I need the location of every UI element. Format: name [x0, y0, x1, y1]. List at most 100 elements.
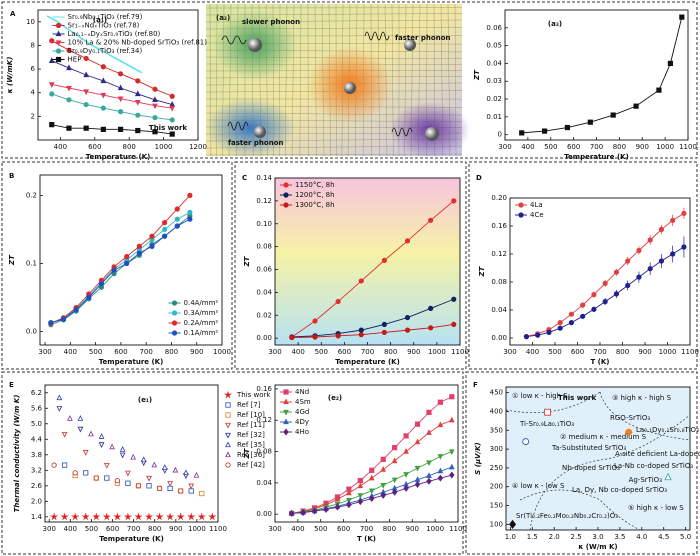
panel-frame	[1, 371, 464, 555]
data-point	[136, 243, 142, 249]
y-tick-label: 8	[31, 41, 35, 49]
atom	[248, 38, 262, 52]
data-point	[123, 512, 133, 521]
y-tick-label: 0.08	[256, 243, 272, 251]
x-tick-label: 3.5	[614, 533, 625, 541]
series-line	[51, 40, 173, 97]
data-point	[451, 296, 457, 302]
x-tick-label: 1000	[656, 143, 674, 151]
data-point	[62, 462, 68, 468]
data-point	[98, 442, 105, 448]
data-point	[509, 519, 517, 529]
data-point	[117, 126, 124, 132]
data-point	[414, 421, 421, 427]
data-point	[144, 512, 154, 521]
data-point	[134, 100, 141, 106]
plot-frame	[44, 384, 219, 523]
y-tick-label: 0.16	[491, 222, 507, 230]
x-tick-label: 600	[571, 348, 584, 356]
data-point	[289, 334, 295, 341]
data-point	[610, 112, 616, 118]
data-point	[61, 431, 68, 438]
region-divider	[505, 391, 601, 413]
data-point	[72, 470, 78, 476]
x-tick-label: 400	[291, 348, 304, 356]
data-point	[414, 480, 421, 488]
data-point	[647, 237, 653, 243]
data-point	[169, 117, 175, 123]
panel-frame	[465, 371, 698, 555]
x-tick-label: 700	[127, 525, 140, 533]
legend-label: Ref [42]	[237, 461, 265, 469]
data-point	[535, 332, 541, 338]
plot-area	[275, 178, 460, 345]
x-tick-label: 2.0	[549, 533, 560, 541]
data-point	[667, 60, 673, 67]
data-point	[426, 429, 432, 435]
legend-label: 4Nd	[295, 388, 309, 396]
data-point	[152, 96, 158, 102]
data-point	[369, 494, 375, 503]
data-point	[119, 446, 126, 452]
panel-frame	[234, 161, 467, 370]
legend-label: 1200°C, 8h	[295, 191, 335, 199]
data-point	[346, 489, 352, 496]
x-tick-label: 800	[165, 348, 178, 356]
data-point	[404, 238, 411, 244]
data-point	[335, 298, 341, 305]
data-point	[404, 314, 411, 321]
x-tick-label: 1100	[209, 525, 227, 533]
x-tick-label: 300	[268, 348, 281, 356]
panel-letter: B	[9, 172, 14, 180]
data-point	[437, 454, 444, 460]
data-point	[135, 127, 141, 134]
data-point	[77, 415, 84, 421]
legend-label: 4Ho	[295, 428, 309, 436]
legend-label: Ref [11]	[237, 421, 265, 429]
data-point	[83, 470, 89, 476]
data-point	[602, 298, 608, 305]
data-point	[152, 86, 158, 92]
data-point	[48, 319, 54, 326]
panel-letter: D	[476, 174, 482, 182]
data-point	[136, 250, 142, 256]
data-point	[102, 512, 111, 521]
data-point	[381, 321, 387, 328]
data-point	[428, 325, 434, 331]
data-point	[135, 78, 141, 84]
x-tick-label: 400	[521, 143, 534, 151]
data-point	[580, 313, 586, 319]
y-tick-label: 350	[490, 426, 503, 434]
legend-marker	[283, 192, 289, 198]
annotation: ① low κ - high S	[512, 392, 568, 400]
y-tick-label: 0.04	[256, 479, 272, 487]
data-point	[358, 278, 364, 284]
data-point	[448, 416, 455, 423]
y-tick-label: 0.06	[256, 266, 272, 274]
data-point	[664, 472, 672, 481]
x-tick-label: 600	[114, 348, 127, 356]
x-tick-label: 300	[498, 143, 511, 151]
x-tick-label: 500	[548, 348, 561, 356]
data-point	[187, 512, 196, 521]
y-tick-label: 3.8	[31, 451, 42, 459]
y-tick-label: 4	[31, 89, 36, 97]
data-point	[568, 311, 575, 317]
data-point	[541, 128, 548, 134]
x-axis-label: Temperature (K)	[86, 153, 151, 161]
x-tick-label: 1200	[189, 143, 207, 151]
data-point	[681, 244, 687, 250]
data-point	[580, 302, 586, 308]
annotation: Ag-SrTiO₃	[629, 476, 663, 484]
data-point	[93, 475, 99, 481]
data-point	[613, 269, 620, 275]
y-tick-label: 0.02	[486, 95, 502, 103]
x-tick-label: 400	[526, 348, 539, 356]
data-point	[368, 474, 375, 481]
y-tick-label: 0.14	[256, 174, 272, 182]
data-point	[519, 130, 525, 136]
x-tick-label: 900	[169, 525, 182, 533]
y-tick-label: 250	[490, 464, 503, 472]
legend-marker	[225, 451, 231, 458]
data-point	[134, 512, 143, 521]
